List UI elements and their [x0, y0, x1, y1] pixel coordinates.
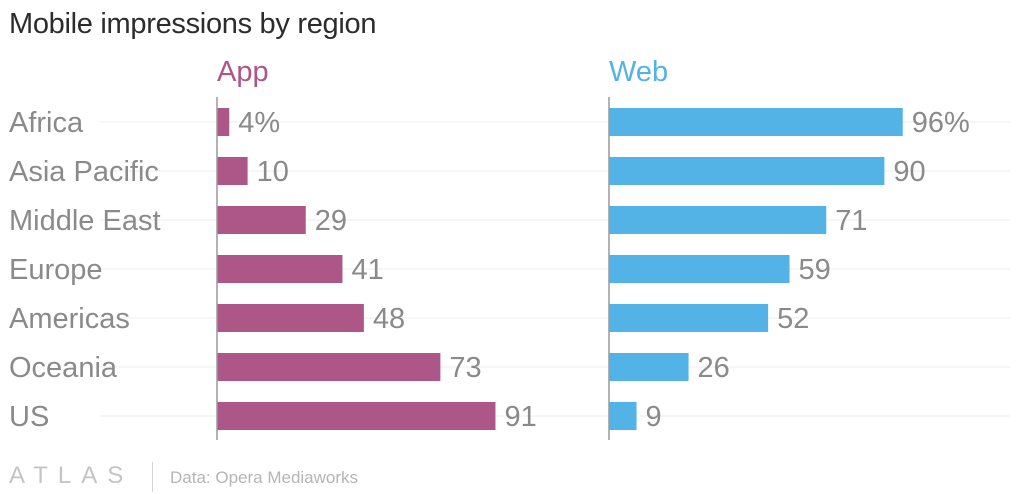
bar	[609, 402, 637, 430]
category-label: Middle East	[9, 205, 161, 237]
bar	[609, 157, 885, 185]
data-label: 73	[449, 352, 481, 384]
bar	[609, 255, 790, 283]
bar	[217, 157, 248, 185]
bar	[217, 402, 496, 430]
category-label: Oceania	[9, 352, 118, 384]
data-label: 71	[835, 205, 867, 237]
panel-label-app: App	[217, 56, 269, 88]
bar	[217, 255, 343, 283]
bar	[609, 108, 903, 136]
category-label: Africa	[9, 107, 84, 139]
bar	[217, 353, 441, 381]
data-label: 29	[315, 205, 347, 237]
bar	[217, 304, 364, 332]
category-label: Europe	[9, 254, 103, 286]
source-note: Data: Opera Mediaworks	[170, 468, 359, 487]
data-label: 96%	[912, 107, 970, 139]
data-label: 41	[351, 254, 383, 286]
bar	[609, 304, 769, 332]
category-label: Americas	[9, 303, 130, 335]
data-label: 4%	[238, 107, 280, 139]
data-label: 10	[257, 156, 289, 188]
data-label: 26	[698, 352, 730, 384]
panel-label-web: Web	[609, 56, 669, 88]
bar	[217, 108, 230, 136]
bar	[609, 206, 827, 234]
data-label: 90	[893, 156, 925, 188]
category-label: Asia Pacific	[9, 156, 159, 188]
data-label: 9	[646, 401, 662, 433]
footer-divider	[152, 462, 153, 492]
data-label: 48	[373, 303, 405, 335]
atlas-logo: ATLAS	[9, 462, 134, 489]
chart-title: Mobile impressions by region	[9, 8, 377, 40]
data-label: 59	[799, 254, 831, 286]
category-label: US	[9, 401, 49, 433]
data-label: 91	[504, 401, 536, 433]
bar	[609, 353, 689, 381]
bar	[217, 206, 306, 234]
data-label: 52	[777, 303, 809, 335]
